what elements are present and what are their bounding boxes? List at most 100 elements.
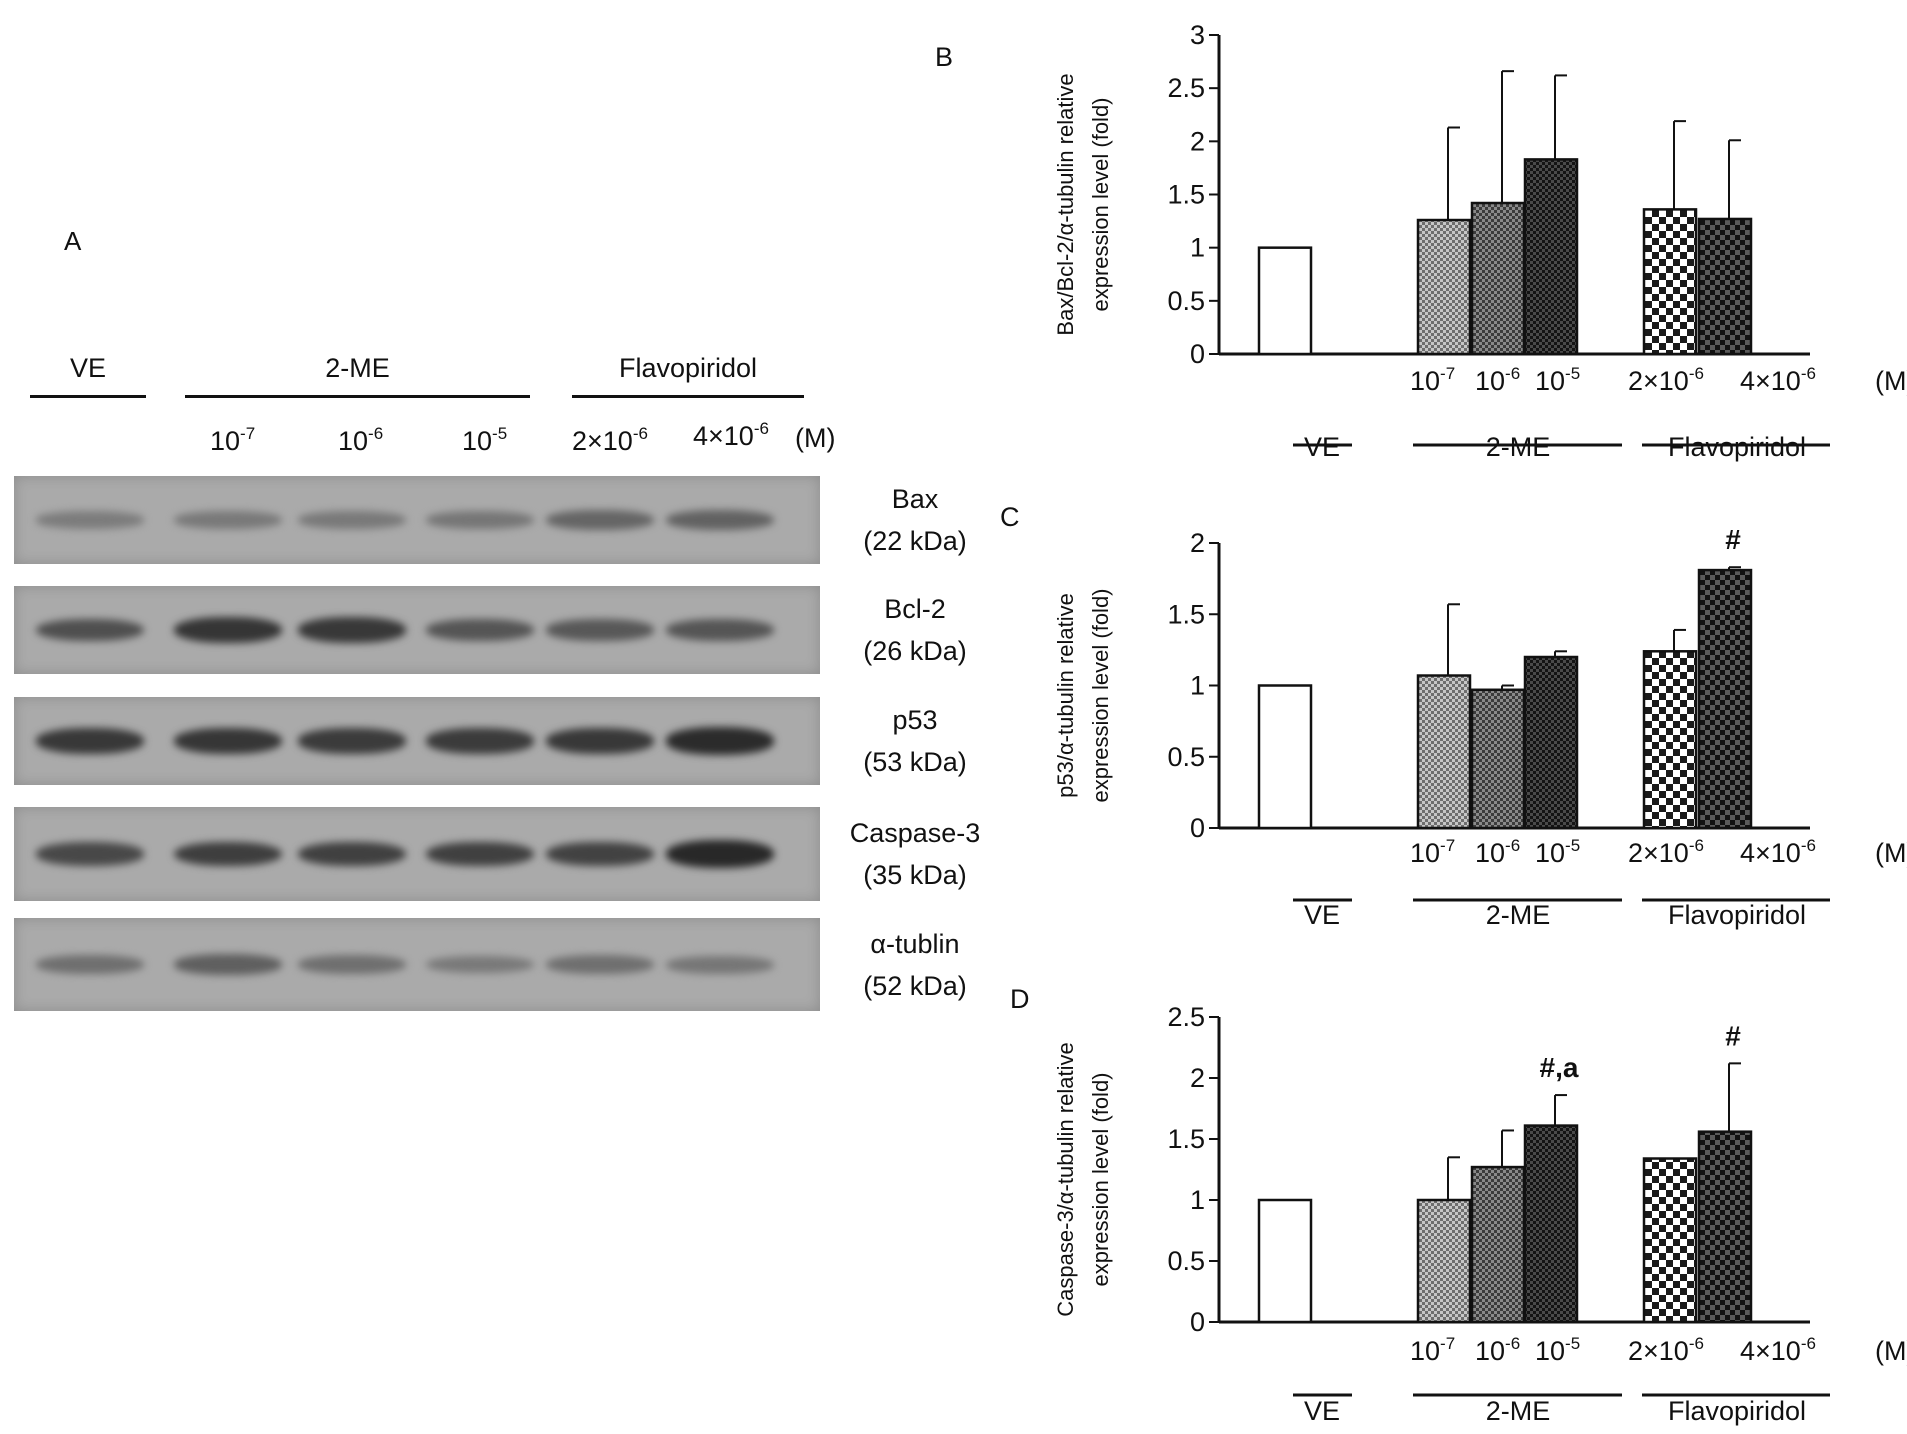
chart-c-y-tick-label: 2 [1190, 528, 1205, 558]
chart-d-panel-letter: D [1010, 984, 1030, 1014]
chart-b-bar [1416, 218, 1472, 356]
protein-mw: (26 kDa) [863, 636, 967, 666]
blot-strip-5 [14, 918, 820, 1011]
chart-d-x-conc-1: 10-7 [1410, 1334, 1455, 1366]
chart-c-y-tick-label: 1 [1190, 671, 1205, 701]
blot-group-flavopiridol: Flavopiridol [618, 353, 758, 383]
chart-c-panel-letter: C [1000, 502, 1020, 532]
blot-band [666, 509, 774, 531]
chart-b-y-tick-label: 2.5 [1167, 73, 1205, 103]
chart-c-bar [1416, 674, 1472, 830]
chart-c-x-conc-2: 10-6 [1475, 836, 1520, 868]
blot-conc-4: 2×10-6 [572, 424, 648, 456]
blot-band [174, 511, 282, 529]
blot-band [36, 618, 144, 642]
blot-band [546, 509, 654, 531]
blot-label-2: Bcl-2 (26 kDa) [835, 588, 995, 672]
blot-band [298, 955, 406, 974]
blot-label-3: p53 (53 kDa) [835, 699, 995, 783]
chart-d-x-conc-3: 10-5 [1535, 1334, 1580, 1366]
chart-b-panel-letter: B [935, 42, 953, 72]
chart-c-bar [1642, 650, 1698, 830]
chart-b-x-conc-1: 10-7 [1410, 364, 1455, 396]
chart-b-y-tick-label: 3 [1190, 20, 1205, 50]
chart-c-x-conc-3: 10-5 [1535, 836, 1580, 868]
chart-d-ylabel-line-1: Caspase-3/α-tubulin relative [1053, 1042, 1078, 1316]
chart-d-y-tick-label: 0 [1190, 1307, 1205, 1337]
chart-d-x-conc-4: 2×10-6 [1628, 1334, 1704, 1366]
blot-conc-unit: (M) [795, 423, 836, 453]
chart-c-significance-mark: # [1725, 524, 1741, 555]
chart-c-y-tick-label: 1.5 [1167, 599, 1205, 629]
blot-band [426, 728, 534, 754]
chart-d-y-tick-label: 0.5 [1167, 1246, 1205, 1276]
chart-b-x-unit: (M) [1875, 366, 1907, 396]
blot-band [174, 954, 282, 975]
chart-b-group-label-ve: VE [1304, 432, 1340, 462]
chart-d-bar [1470, 1165, 1526, 1324]
chart-d-x-conc-5: 4×10-6 [1740, 1334, 1816, 1366]
chart-b-ylabel-line-1: Bax/Bcl-2/α-tubulin relative [1053, 73, 1078, 335]
chart-c-y-tick-label: 0 [1190, 813, 1205, 843]
blot-band [174, 728, 282, 754]
blot-band [666, 955, 774, 974]
chart-d-y-tick-label: 1.5 [1167, 1124, 1205, 1154]
blot-band [36, 728, 144, 754]
chart-b-y-tick-label: 0.5 [1167, 286, 1205, 316]
chart-d-bar [1523, 1124, 1579, 1324]
chart-b-x-conc-3: 10-5 [1535, 364, 1580, 396]
chart-b-group-label-flavopiridol: Flavopiridol [1668, 432, 1806, 462]
chart-c-group-label-2me: 2-ME [1486, 900, 1551, 930]
blot-group-flavopiridol-line [572, 395, 804, 398]
chart-b-y-tick-label: 0 [1190, 339, 1205, 369]
blot-band [666, 727, 774, 755]
blot-strip-2 [14, 586, 820, 674]
chart-d-group-label-flavopiridol: Flavopiridol [1668, 1396, 1806, 1426]
blot-band [426, 955, 534, 974]
protein-name: Bax [891, 484, 939, 514]
blot-group-2me: 2-ME [325, 353, 390, 383]
blot-conc-5: 4×10-6 [693, 419, 769, 451]
blot-band [174, 841, 282, 867]
chart-b-bar [1642, 208, 1698, 356]
chart-d-bar [1642, 1157, 1698, 1324]
blot-band [666, 840, 774, 868]
chart-d-x-conc-2: 10-6 [1475, 1334, 1520, 1366]
blot-label-4: Caspase-3 (35 kDa) [835, 812, 995, 896]
blot-band [298, 728, 406, 754]
chart-c-y-tick-label: 0.5 [1167, 742, 1205, 772]
chart-d-bar [1257, 1198, 1313, 1324]
chart-c-x-conc-4: 2×10-6 [1628, 836, 1704, 868]
chart-d-y-tick-label: 1 [1190, 1185, 1205, 1215]
chart-c-ylabel-line-1: p53/α-tubulin relative [1053, 593, 1078, 798]
blot-label-1: Bax (22 kDa) [835, 478, 995, 562]
blot-conc-1: 10-7 [210, 424, 256, 456]
blot-strip-1 [14, 476, 820, 564]
blot-conc-2: 10-6 [338, 424, 384, 456]
chart-d-significance-mark: #,a [1540, 1052, 1579, 1083]
panel-a-letter: A [64, 226, 82, 256]
chart-d-y-tick-label: 2.5 [1167, 1002, 1205, 1032]
protein-name: p53 [892, 705, 938, 735]
chart-d-significance-mark: # [1725, 1020, 1741, 1051]
blot-band [426, 511, 534, 529]
blot-band [174, 617, 282, 643]
chart-b-y-tick-label: 1.5 [1167, 180, 1205, 210]
blot-band [36, 955, 144, 974]
chart-c-bar [1257, 684, 1313, 830]
chart-b-y-tick-label: 2 [1190, 126, 1205, 156]
blot-band [426, 619, 534, 641]
protein-name: Caspase-3 [849, 818, 981, 848]
chart-d-ylabel-line-2: expression level (fold) [1088, 1073, 1113, 1287]
blot-strip-4 [14, 807, 820, 901]
chart-d-group-label-ve: VE [1304, 1396, 1340, 1426]
chart-c-x-unit: (M) [1875, 838, 1907, 868]
chart-b-x-conc-4: 2×10-6 [1628, 364, 1704, 396]
chart-b-bar [1697, 217, 1753, 356]
chart-b-y-tick-label: 1 [1190, 233, 1205, 263]
chart-b-bar [1257, 246, 1313, 356]
blot-band [298, 841, 406, 867]
protein-name: α-tublin [870, 928, 960, 959]
chart-b-bar [1470, 201, 1526, 356]
